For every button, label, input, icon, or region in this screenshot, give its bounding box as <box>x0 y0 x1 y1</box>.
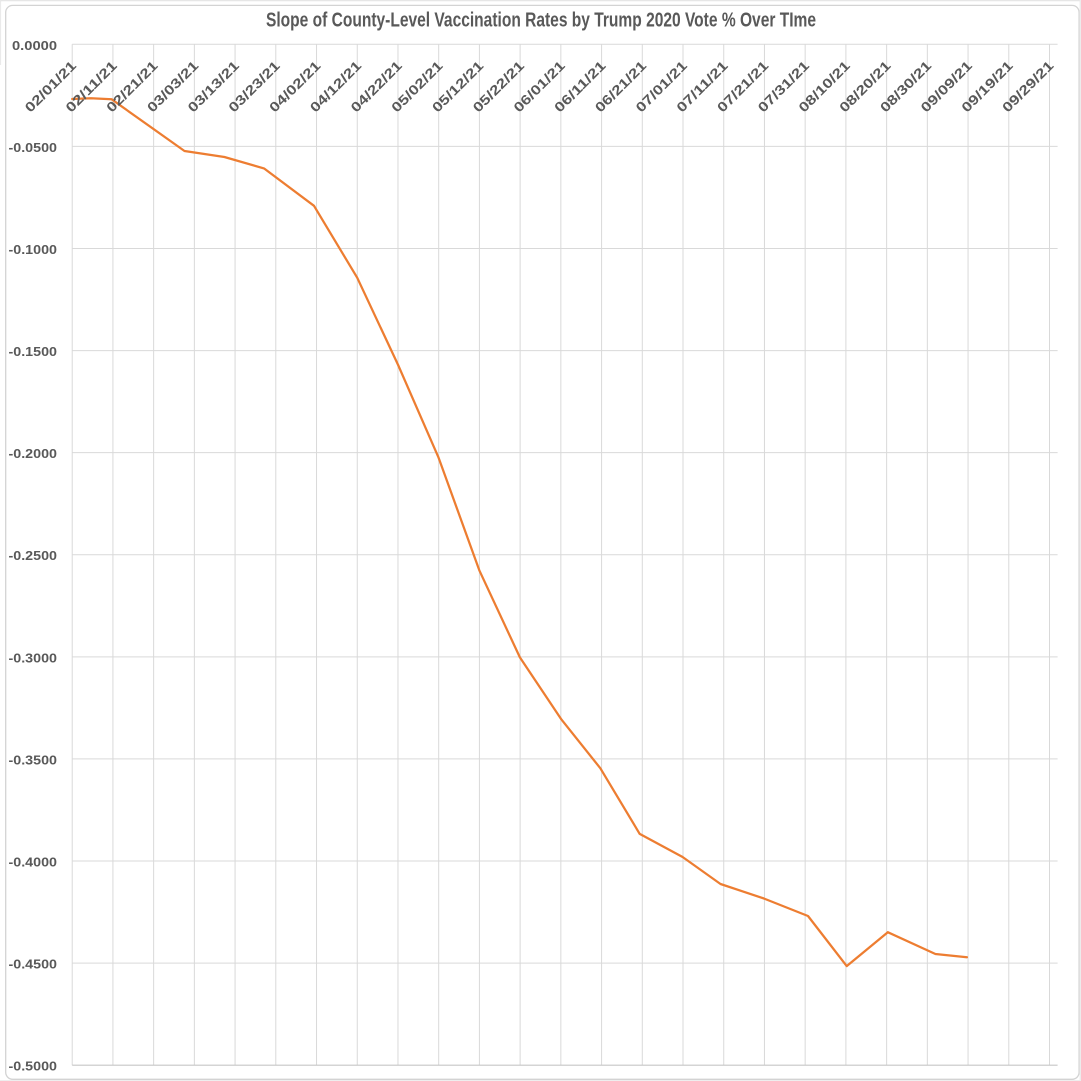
svg-text:-0.0500: -0.0500 <box>9 140 58 155</box>
svg-text:-0.2500: -0.2500 <box>9 548 58 563</box>
svg-text:-0.4000: -0.4000 <box>9 855 58 870</box>
svg-text:-0.3500: -0.3500 <box>9 752 58 767</box>
svg-text:-0.1500: -0.1500 <box>9 344 58 359</box>
svg-text:-0.3000: -0.3000 <box>9 650 58 665</box>
svg-text:-0.1000: -0.1000 <box>9 242 58 257</box>
svg-text:-0.2000: -0.2000 <box>9 446 58 461</box>
svg-text:-0.5000: -0.5000 <box>9 1059 58 1074</box>
svg-text:0.0000: 0.0000 <box>12 38 57 53</box>
svg-text:-0.4500: -0.4500 <box>9 957 58 972</box>
svg-text:Slope of County-Level Vaccinat: Slope of County-Level Vaccination Rates … <box>266 9 816 32</box>
